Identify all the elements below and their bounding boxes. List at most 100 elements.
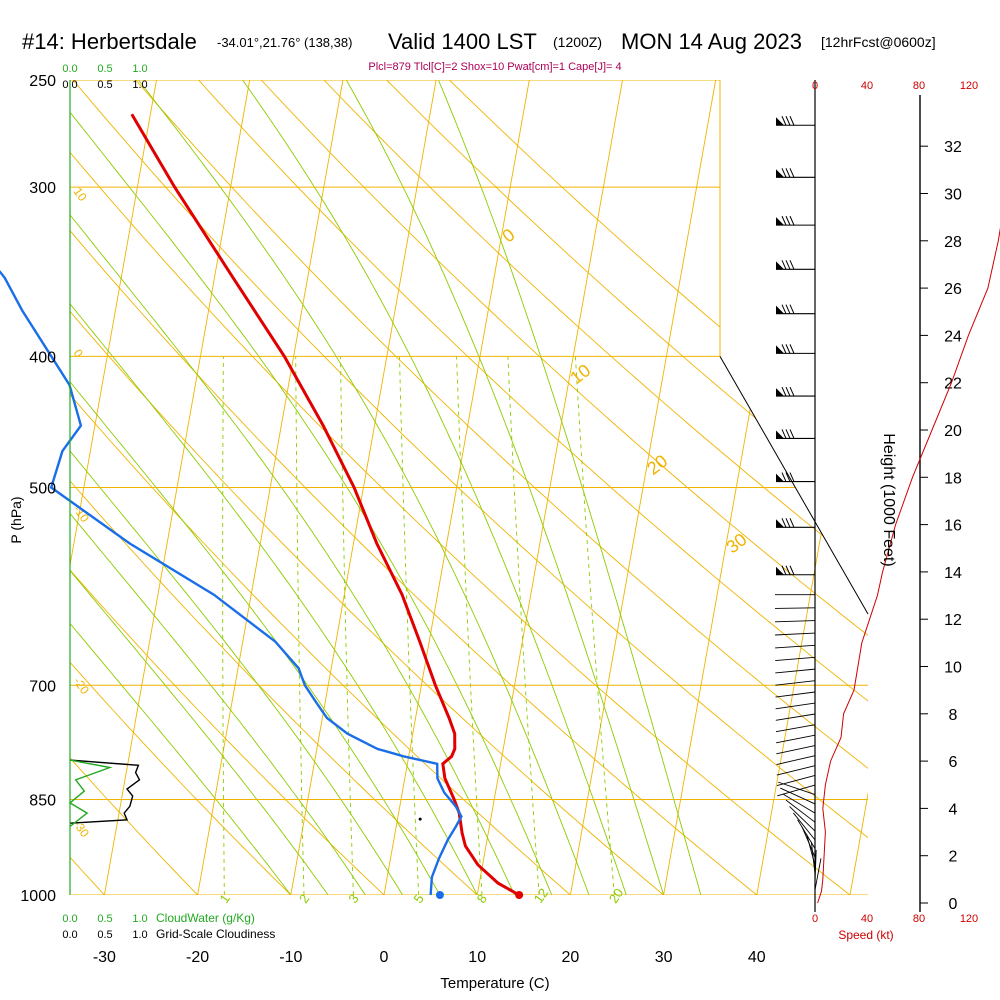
wind-barb-feather xyxy=(789,565,795,575)
dry-adiabat-label: -20 xyxy=(71,675,93,698)
wind-barb-feather xyxy=(785,304,791,314)
dry-adiabat-label: 0 xyxy=(71,347,86,361)
moist-adiabat-line xyxy=(437,80,702,895)
wind-barb-low xyxy=(775,620,816,623)
wind-barb-flag xyxy=(776,388,784,397)
moist-adiabat-line xyxy=(70,80,441,895)
surface-dewpoint-marker xyxy=(435,891,444,899)
wind-barb-low xyxy=(775,644,816,649)
mixing-ratio-line xyxy=(340,356,354,895)
isotherm-label: 30 xyxy=(723,529,751,557)
moist-adiabat-line xyxy=(70,80,329,895)
temperature-tick-label: 20 xyxy=(562,949,580,966)
dry-adiabat-line xyxy=(72,80,868,895)
temperature-tick-label: -10 xyxy=(279,949,302,966)
wind-barb-flag xyxy=(776,345,784,354)
wind-barb-low xyxy=(775,632,816,636)
speed-top-tick: 80 xyxy=(913,80,925,92)
surface-temperature-marker xyxy=(515,891,524,899)
wind-barb-low xyxy=(785,799,816,823)
cloudiness-top-tick: 0.5 xyxy=(97,79,112,91)
wind-barb-feather xyxy=(785,215,791,226)
height-tick-label: 2 xyxy=(949,849,958,866)
dry-adiabat-line xyxy=(70,80,385,895)
lcl-marker xyxy=(418,817,422,821)
temperature-tick-label: 30 xyxy=(655,949,673,966)
wind-barb-feather xyxy=(789,518,795,528)
pressure-tick-label: 700 xyxy=(29,678,56,695)
wind-barb-low xyxy=(814,849,817,882)
height-tick-label: 18 xyxy=(944,470,962,487)
height-axis-label: Height (1000 Feet) xyxy=(880,433,897,566)
height-tick-label: 12 xyxy=(944,612,962,629)
wind-barb-low xyxy=(776,745,816,755)
wind-barb-flag xyxy=(776,519,784,528)
cloudiness-profile xyxy=(69,759,141,824)
station-coords: -34.01°,21.76° (138,38) xyxy=(217,35,352,50)
wind-barb-feather xyxy=(785,260,791,270)
dry-adiabat-line xyxy=(70,80,292,895)
mixing-ratio-line xyxy=(507,356,540,895)
wind-barb-flag xyxy=(776,117,784,126)
cloud-water-bottom-tick: 1.0 xyxy=(132,913,147,925)
mixing-ratio-label: 12 xyxy=(531,885,552,905)
temperature-tick-label: 0 xyxy=(380,949,389,966)
temperature-tick-label: -20 xyxy=(186,949,209,966)
mixing-ratio-label: 20 xyxy=(606,885,627,905)
wind-barb-feather xyxy=(789,168,795,178)
height-tick-label: 14 xyxy=(944,565,962,582)
wind-barb-feather xyxy=(789,344,795,354)
moist-adiabat-line xyxy=(138,80,590,895)
wind-barb xyxy=(776,472,815,483)
cloudiness-bottom-tick: 1.0 xyxy=(132,929,147,941)
wind-barb xyxy=(776,116,815,126)
cloud-water-bottom-tick: 0.5 xyxy=(97,913,112,925)
moist-adiabat-line xyxy=(70,80,515,895)
height-tick-label: 10 xyxy=(944,660,962,677)
dry-adiabat-line xyxy=(70,80,571,895)
wind-barb-feather xyxy=(789,116,795,126)
x-axis-label: Temperature (C) xyxy=(440,975,549,992)
dry-adiabat-line xyxy=(70,80,478,895)
speed-bottom-tick: 80 xyxy=(913,913,925,925)
wind-barb-low xyxy=(780,787,816,805)
moist-adiabat-line xyxy=(70,80,403,895)
cloud-water-bottom-tick: 0.0 xyxy=(62,913,77,925)
cloud-panel: 0.0 0.5 1.00.0 0.5 1.00.0 0.5 1.00.0 0.5 1.0 xyxy=(62,63,147,941)
cloudiness-top-tick: 1.0 xyxy=(132,79,147,91)
height-tick-label: 8 xyxy=(949,707,958,724)
wind-barb xyxy=(776,168,815,178)
wind-barb-low xyxy=(775,668,816,674)
wind-barb-low xyxy=(776,755,816,765)
wind-barb-flag xyxy=(776,261,784,270)
wind-barb xyxy=(776,304,815,315)
height-tick-label: 24 xyxy=(944,328,962,345)
wind-barb-feather xyxy=(781,429,787,439)
isotherm-label: 20 xyxy=(643,451,671,479)
height-tick-label: 16 xyxy=(944,518,962,535)
wind-barb-low xyxy=(775,691,816,698)
temperature-tick-label: 10 xyxy=(468,949,486,966)
thermo-grid xyxy=(70,80,868,895)
cloudiness-label: Grid-Scale Cloudiness xyxy=(156,927,275,941)
plot-diagonal-edge xyxy=(719,356,869,615)
dry-adiabat-line xyxy=(70,80,664,895)
wind-barb-low xyxy=(775,680,816,686)
cloud-water-top-tick: 0.0 xyxy=(62,63,77,75)
wind-barb-low xyxy=(775,702,816,710)
cloud-water-top-tick: 1.0 xyxy=(132,63,147,75)
zulu-time: (1200Z) xyxy=(553,34,602,50)
temperature-tick-label: -30 xyxy=(93,949,116,966)
wind-barb xyxy=(776,344,815,354)
height-tick-label: 4 xyxy=(949,801,958,818)
y-axis-label: P (hPa) xyxy=(8,496,24,543)
sounding-profiles xyxy=(0,113,524,899)
forecast-date: MON 14 Aug 2023 xyxy=(621,29,802,54)
speed-top-tick: 0 xyxy=(812,80,818,92)
wind-barb-low xyxy=(782,793,816,814)
wind-barb-low xyxy=(775,713,816,721)
valid-time: Valid 1400 LST xyxy=(388,29,537,54)
moist-adiabat-line xyxy=(242,80,627,895)
